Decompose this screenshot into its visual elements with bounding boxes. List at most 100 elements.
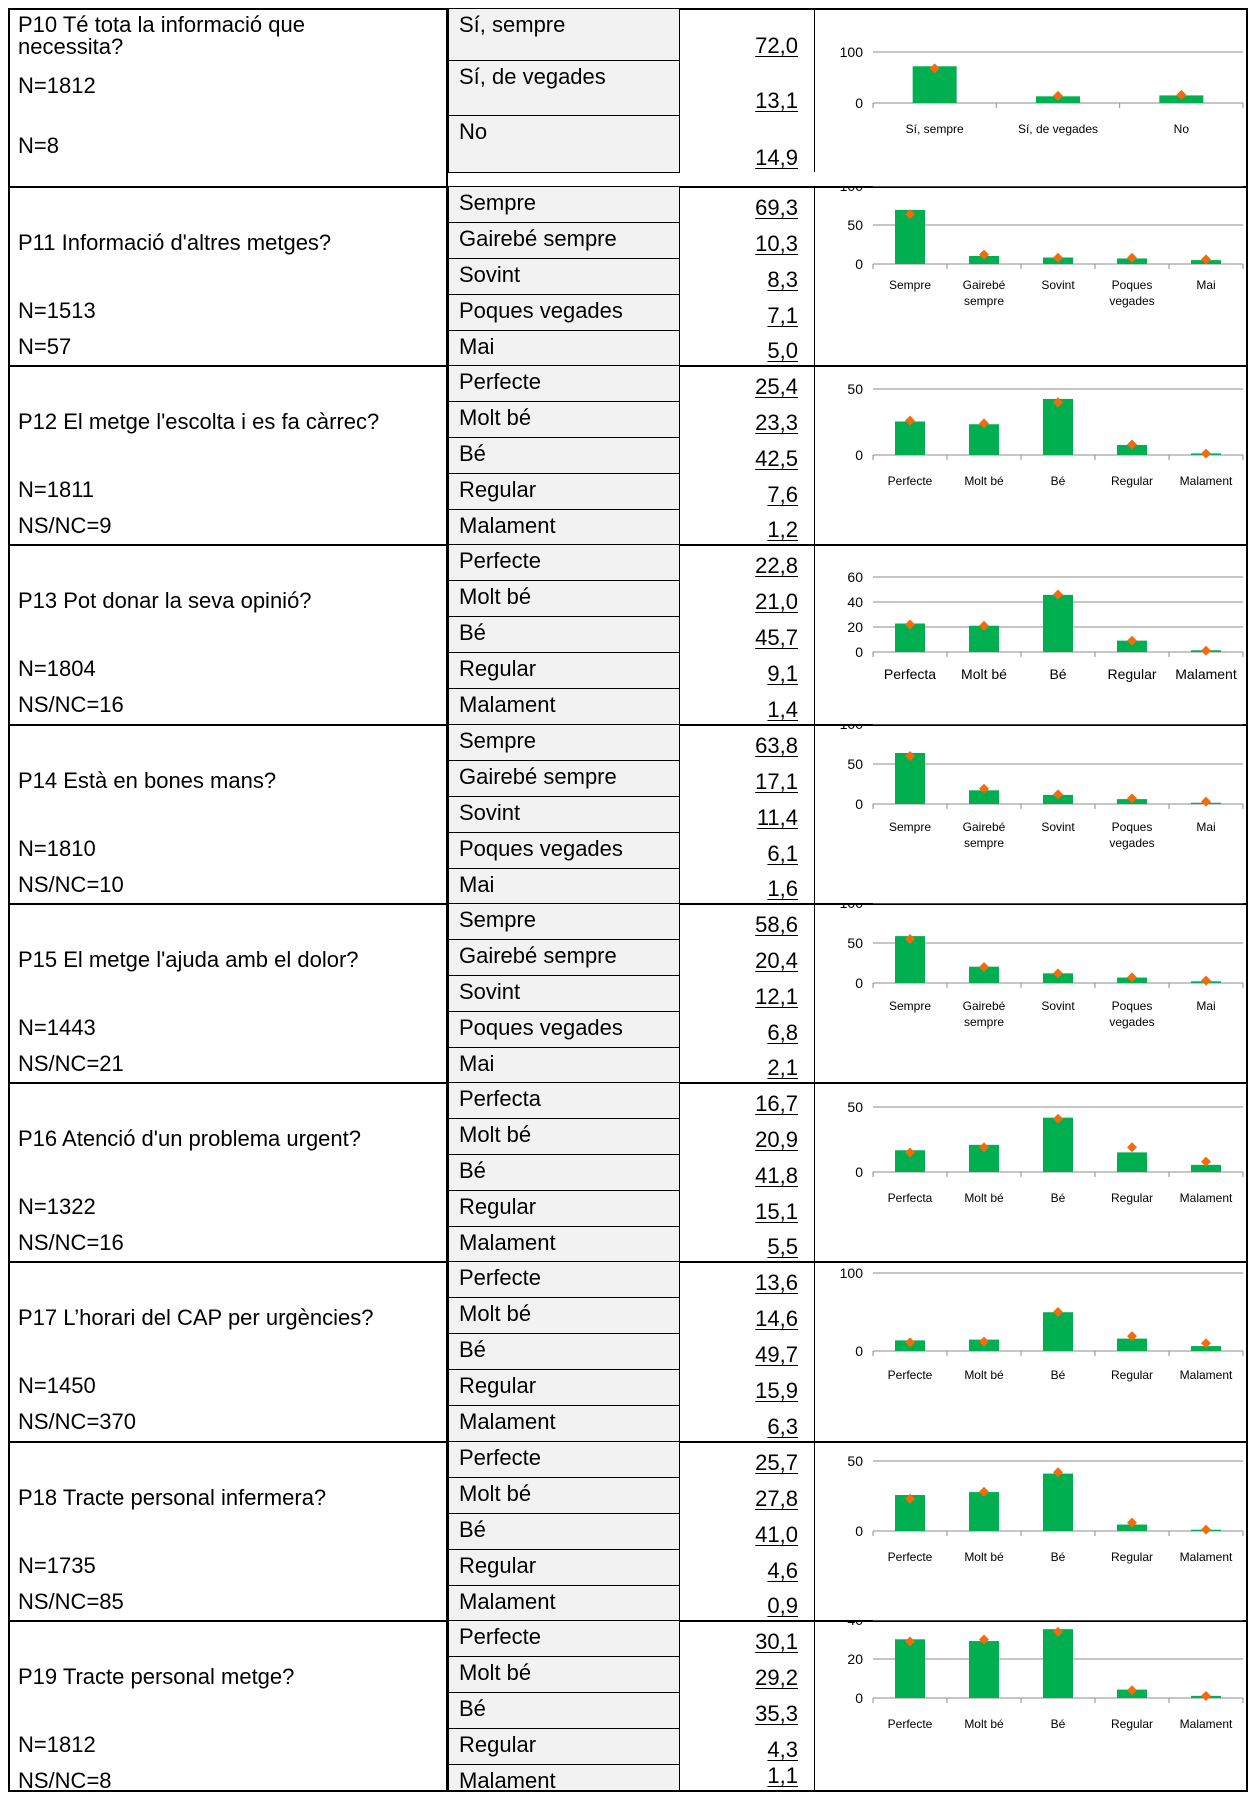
x-category-label: sempre <box>964 836 1004 850</box>
question-section: P14 Està en bones mans? N=1810 NS/NC=10 Sem… <box>8 716 1248 904</box>
x-category-label: sempre <box>964 294 1004 308</box>
answer-cell: Molt bé <box>448 1118 680 1155</box>
x-category-label: Malament <box>1180 1550 1233 1564</box>
answer-cell: Bé <box>448 437 680 474</box>
percentage-cell: 15,9 <box>680 1369 815 1405</box>
answer-cell: Poques vegades <box>448 294 680 331</box>
percentage-value: 7,1 <box>767 303 798 328</box>
x-category-label: Mai <box>1196 820 1215 834</box>
marker <box>1201 645 1211 656</box>
answer-label: Sempre <box>459 728 537 753</box>
marker <box>979 418 989 429</box>
x-category-label: Sempre <box>889 999 931 1013</box>
x-category-label: Regular <box>1111 1368 1153 1382</box>
answer-label: Bé <box>459 441 486 466</box>
answer-label: No <box>459 119 488 144</box>
marker <box>1053 90 1063 101</box>
percentage-cell: 1,4 <box>680 688 815 724</box>
answer-label: Perfecte <box>459 369 541 394</box>
marker <box>1201 1338 1211 1349</box>
percentage-cell: 2,1 <box>680 1047 815 1082</box>
answer-label: Perfecte <box>459 1445 541 1470</box>
percentage-cell: 45,7 <box>680 616 815 652</box>
marker <box>979 783 989 794</box>
percentage-cell: 1,1 <box>680 1764 815 1790</box>
marker <box>905 1636 915 1647</box>
x-category-label: Perfecte <box>888 474 933 488</box>
percentage-value: 2,1 <box>767 1055 798 1080</box>
y-tick-label: 50 <box>847 756 863 772</box>
percentage-cell: 1,2 <box>680 509 815 544</box>
question-title: P16 Atenció d'un problema urgent? <box>18 1126 361 1151</box>
answer-cell: Regular <box>448 473 680 510</box>
percentage-cell: 27,8 <box>680 1477 815 1513</box>
sample-size-label: NS/NC=10 <box>18 872 124 897</box>
bar <box>969 255 999 264</box>
percentage-value: 4,6 <box>767 1558 798 1583</box>
marker <box>905 1493 915 1504</box>
answer-cell: Bé <box>448 1333 680 1370</box>
chart-cell: 0 20 40 Perfecte Molt bé Bé Regular Malament <box>815 1612 1248 1790</box>
sample-size-label: N=57 <box>18 334 72 359</box>
percentage-cell: 35,3 <box>680 1692 815 1728</box>
answer-label: Malament <box>459 513 556 538</box>
x-category-label: Gairebé <box>963 278 1006 292</box>
marker <box>1053 252 1063 263</box>
x-category-label: vegades <box>1109 1015 1154 1029</box>
x-category-label: sempre <box>964 1015 1004 1029</box>
x-category-label: Poques <box>1112 999 1153 1013</box>
y-tick-label: 0 <box>855 644 863 660</box>
percentage-cell: 63,8 <box>680 724 815 760</box>
percentage-value: 0,9 <box>767 1593 798 1618</box>
marker <box>905 209 915 220</box>
answer-cell: Poques vegades <box>448 1011 680 1048</box>
percentage-value: 49,7 <box>755 1342 798 1367</box>
answer-cell: No <box>448 115 680 173</box>
x-category-label: Perfecte <box>888 1717 933 1731</box>
percentage-cell: 8,3 <box>680 258 815 294</box>
marker <box>1201 1156 1211 1167</box>
sample-size-label: N=1812 <box>18 73 96 98</box>
y-tick-label: 20 <box>847 1651 863 1667</box>
percentage-cell: 13,6 <box>680 1261 815 1297</box>
sample-size-label: NS/NC=16 <box>18 692 124 717</box>
percentage-value: 13,6 <box>755 1270 798 1295</box>
x-category-label: Molt bé <box>964 474 1004 488</box>
x-category-label: Bé <box>1049 666 1066 682</box>
marker <box>905 415 915 426</box>
bar <box>1043 1117 1073 1172</box>
marker <box>1127 1517 1137 1528</box>
percentage-value: 25,7 <box>755 1450 798 1475</box>
x-category-label: Molt bé <box>961 666 1007 682</box>
answer-label: Sí, de vegades <box>459 64 606 89</box>
answer-cell: Perfecte <box>448 365 680 402</box>
percentage-cell: 12,1 <box>680 975 815 1011</box>
percentage-value: 72,0 <box>755 33 798 58</box>
percentage-value: 1,6 <box>767 876 798 901</box>
sample-size-label: N=1735 <box>18 1553 96 1578</box>
answer-label: Mai <box>459 872 495 897</box>
sample-size-label: N=1812 <box>18 1732 96 1757</box>
marker <box>1127 252 1137 263</box>
question-cell: P17 L’horari del CAP per urgències? N=145… <box>8 1261 448 1441</box>
question-cell: P10 Té tota la informació que necessita?… <box>8 8 448 186</box>
percentage-cell: 15,1 <box>680 1190 815 1226</box>
percentage-value: 13,1 <box>755 88 798 113</box>
sample-size-label: N=1810 <box>18 836 96 861</box>
percentage-cell: 13,1 <box>680 60 815 115</box>
bar <box>1043 1473 1073 1531</box>
y-tick-label: 50 <box>847 935 863 951</box>
x-category-label: Perfecta <box>888 1191 933 1205</box>
percentage-value: 29,2 <box>755 1665 798 1690</box>
x-category-label: Sempre <box>889 820 931 834</box>
percentage-value: 7,6 <box>767 482 798 507</box>
x-category-label: Molt bé <box>964 1717 1004 1731</box>
x-category-label: Sí, de vegades <box>1018 122 1098 136</box>
percentage-cell: 14,6 <box>680 1297 815 1333</box>
x-category-label: Molt bé <box>964 1550 1004 1564</box>
question-cell: P14 Està en bones mans? N=1810 NS/NC=10 <box>8 724 448 903</box>
marker <box>1127 972 1137 983</box>
question-section: P15 El metge l'ajuda amb el dolor? N=1443… <box>8 895 1248 1083</box>
bar <box>969 1492 999 1531</box>
bar-chart: 0 20 40 60 Perfecta Molt bé Bé Regular Malament <box>847 569 1244 682</box>
